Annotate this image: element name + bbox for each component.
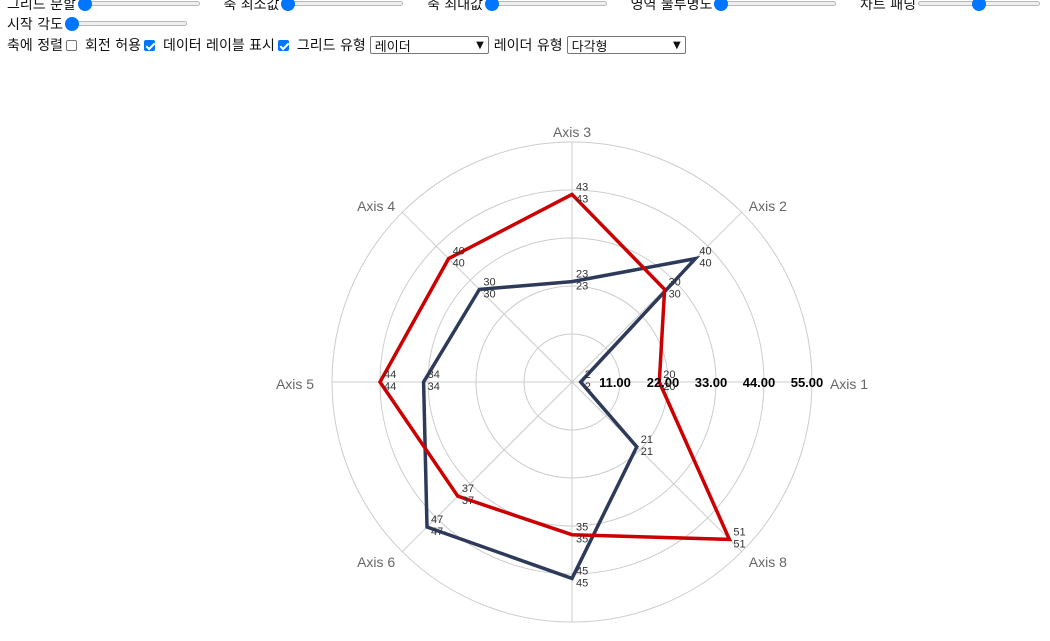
data-label: 40: [453, 258, 465, 270]
area-opacity-control: 영역 불투명도: [631, 0, 837, 14]
show-data-labels-label: 데이터 레이블 표시: [162, 38, 275, 54]
data-label: 30: [483, 276, 495, 288]
scale-tick-label: 55.00: [791, 375, 824, 390]
data-label: 20: [663, 369, 675, 381]
chart-padding-slider[interactable]: [917, 0, 1040, 11]
show-data-labels-checkbox[interactable]: [277, 39, 289, 51]
axis-max-label: 축 최대값: [427, 0, 484, 13]
data-label: 43: [576, 181, 588, 193]
data-label: 40: [699, 246, 711, 258]
radar-type-label: 레이더 유형: [493, 38, 563, 54]
axis-spoke: [401, 381, 573, 553]
data-label: 45: [576, 565, 588, 577]
data-label: 23: [576, 269, 588, 281]
data-label: 35: [576, 522, 588, 534]
data-label: 40: [699, 258, 711, 270]
data-label: 30: [483, 288, 495, 300]
scale-tick-label: 33.00: [695, 375, 728, 390]
data-label: 2: [585, 381, 591, 393]
axis-min-label: 축 최소값: [223, 0, 280, 13]
data-label: 35: [576, 534, 588, 546]
start-angle-row: 시작 각도: [0, 14, 1050, 34]
grid-divisions-slider[interactable]: [77, 0, 200, 11]
data-label: 43: [576, 193, 588, 205]
options-row: 축에 정렬 회전 허용 데이터 레이블 표시 그리드 유형 레이더 ▼ 레이더 …: [0, 34, 1050, 56]
axis-label: Axis 3: [553, 124, 591, 140]
radar-axes: [332, 142, 812, 622]
scale-tick-label: 11.00: [599, 375, 631, 390]
scale-tick-label: 44.00: [743, 375, 776, 390]
radar-series: [377, 192, 733, 581]
align-to-axis-checkbox[interactable]: [65, 39, 77, 51]
axis-label: Axis 1: [830, 376, 868, 392]
radar-labels: Axis 1 Axis 2 Axis 3 Axis 4 Axis 5 Axis 6 Axis…: [276, 124, 868, 641]
start-angle-slider[interactable]: [64, 17, 187, 31]
start-angle-label: 시작 각도: [7, 17, 63, 33]
data-label: 51: [733, 526, 745, 538]
axis-spoke: [401, 211, 573, 383]
data-label: 21: [641, 434, 653, 446]
axis-min-control: 축 최소값: [223, 0, 404, 14]
series-2-line: [377, 192, 733, 542]
data-label: 23: [576, 281, 588, 293]
radar-type-value: 다각형: [571, 39, 608, 55]
data-label: 44: [384, 381, 396, 393]
axis-label: Axis 5: [276, 376, 314, 392]
data-label: 44: [384, 369, 396, 381]
chevron-down-icon: ▼: [672, 39, 681, 51]
scale-tick-label: 22.00: [647, 375, 680, 390]
grid-type-select[interactable]: 레이더 ▼: [369, 36, 489, 55]
slider-row: 그리드 분할 축 최소값 축 최대값 영역 불투명도 차트 패딩: [0, 0, 1050, 14]
grid-type-label: 그리드 유형: [296, 38, 366, 54]
grid-divisions-control: 그리드 분할: [7, 0, 200, 14]
data-label: 30: [669, 288, 681, 300]
axis-label: Axis 7: [553, 638, 591, 641]
chevron-down-icon: ▼: [476, 39, 484, 51]
data-label: 47: [431, 514, 443, 526]
axis-label: Axis 8: [749, 554, 787, 570]
area-opacity-slider[interactable]: [714, 0, 837, 11]
grid-type-value: 레이더: [374, 39, 411, 55]
axis-label: Axis 2: [749, 198, 787, 214]
align-to-axis-label: 축에 정렬: [7, 38, 63, 54]
axis-label: Axis 4: [357, 198, 395, 214]
data-label: 34: [428, 369, 440, 381]
data-label: 20: [663, 381, 675, 393]
chart-padding-control: 차트 패딩: [860, 0, 1040, 14]
data-label: 51: [733, 538, 745, 550]
axis-min-slider[interactable]: [281, 0, 404, 11]
data-label: 2: [585, 369, 591, 381]
axis-max-slider[interactable]: [485, 0, 608, 11]
data-label: 47: [431, 526, 443, 538]
data-label: 30: [669, 276, 681, 288]
data-label: 37: [462, 495, 474, 507]
radar-type-select[interactable]: 다각형 ▼: [566, 36, 686, 55]
grid-divisions-label: 그리드 분할: [7, 0, 76, 13]
chart-controls: 그리드 분할 축 최소값 축 최대값 영역 불투명도 차트 패딩 시작 각도 축…: [0, 0, 1050, 56]
data-label: 40: [453, 246, 465, 258]
data-label: 37: [462, 483, 474, 495]
axis-label: Axis 6: [357, 554, 395, 570]
area-opacity-label: 영역 불투명도: [630, 0, 713, 13]
data-label: 21: [641, 446, 653, 458]
series-1-line: [421, 255, 701, 581]
allow-rotation-label: 회전 허용: [84, 38, 141, 54]
axis-max-control: 축 최대값: [427, 0, 608, 14]
axis-spoke: [571, 381, 743, 553]
allow-rotation-checkbox[interactable]: [143, 39, 155, 51]
data-label: 45: [576, 577, 588, 589]
data-label: 34: [428, 381, 440, 393]
axis-spoke: [571, 211, 743, 383]
chart-padding-label: 차트 패딩: [860, 0, 916, 13]
